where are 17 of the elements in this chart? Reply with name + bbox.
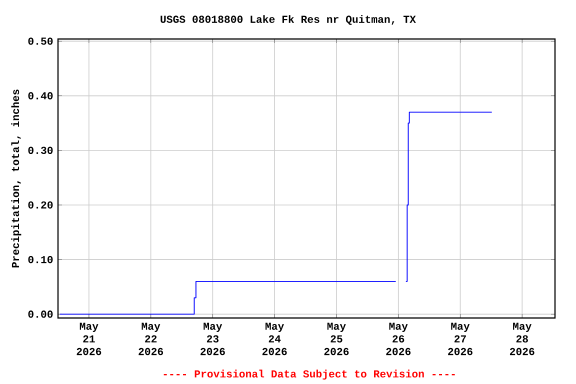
- y-tick-label: 0.40: [28, 92, 53, 100]
- x-tick-label: May 25 2026: [324, 322, 349, 356]
- y-tick-label: 0.10: [28, 256, 53, 264]
- x-tick-label: May 23 2026: [200, 322, 225, 356]
- x-tick-label: May 27 2026: [448, 322, 472, 356]
- x-tick-label: May 26 2026: [386, 322, 411, 356]
- x-tick-label: May 21 2026: [76, 322, 102, 356]
- y-tick-label: 0.20: [28, 201, 53, 209]
- chart-title: USGS 08018800 Lake Fk Res nr Quitman, TX: [160, 15, 416, 25]
- y-tick-label: 0.50: [28, 38, 53, 45]
- y-tick-label: 0.00: [28, 310, 53, 318]
- text: ---- Provisional Data Subject to Revision ----: [164, 370, 455, 380]
- x-tick-label: May 24 2026: [262, 322, 287, 356]
- x-tick-label: May 28 2026: [510, 322, 534, 356]
- y-axis-title: Precipitation, total, inches: [11, 90, 22, 268]
- x-tick-label: May 22 2026: [138, 322, 164, 356]
- y-tick-label: 0.30: [28, 146, 53, 154]
